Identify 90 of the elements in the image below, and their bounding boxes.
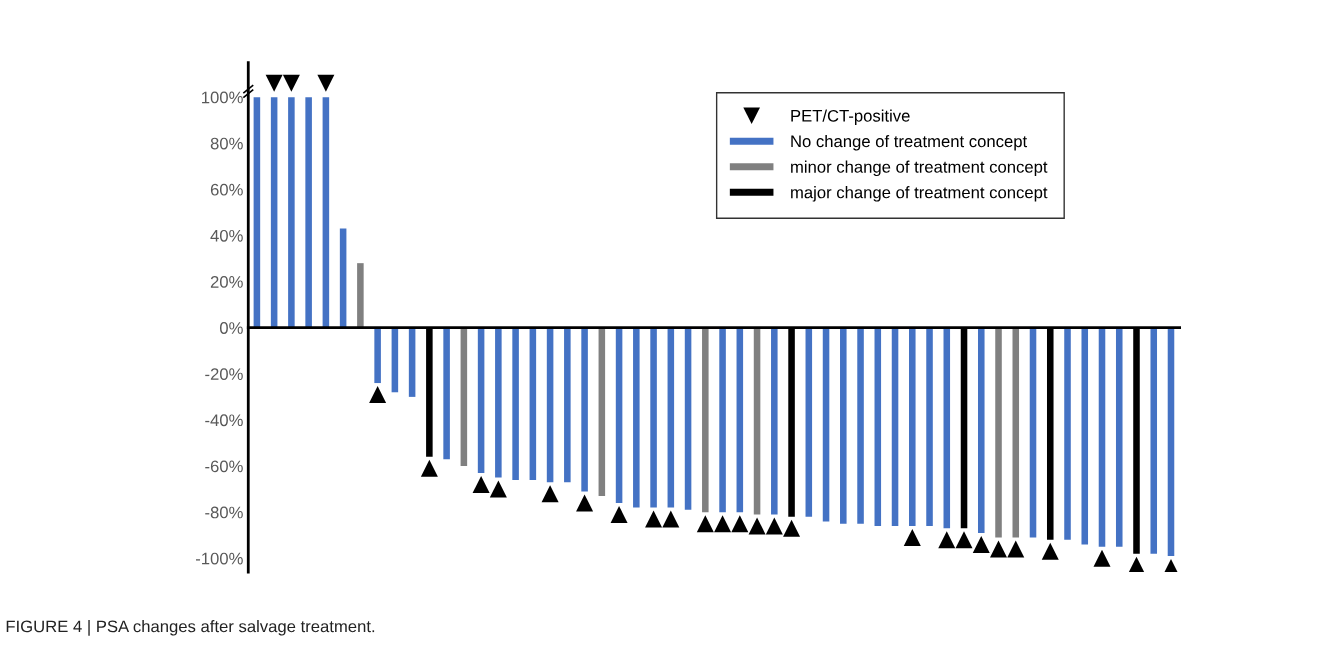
point [420, 459, 438, 477]
bar [1150, 327, 1158, 554]
bar [650, 327, 657, 508]
point [714, 515, 732, 533]
bar [1115, 327, 1123, 547]
legend-label: minor change of treatment concept [791, 160, 1048, 177]
legend-label: major change of treatment concept [791, 186, 1048, 202]
point [576, 494, 594, 512]
point [489, 480, 507, 498]
bar [667, 327, 675, 508]
bar [546, 327, 554, 483]
bar [926, 327, 933, 526]
bar [1167, 327, 1175, 556]
point [938, 531, 956, 549]
bar [477, 327, 485, 473]
y-tick-label: 40% [210, 229, 243, 242]
bar [891, 327, 899, 526]
bar [753, 327, 761, 515]
bar [460, 327, 468, 467]
point [610, 505, 628, 523]
point [1093, 549, 1111, 567]
bar [995, 327, 1002, 538]
y-tick-label: 20% [210, 276, 243, 288]
bar [1098, 327, 1106, 547]
bar [253, 97, 261, 328]
bar [771, 327, 778, 515]
y-tick-label: -60% [205, 460, 243, 473]
point [748, 517, 766, 535]
bar [736, 327, 744, 513]
y-tick-label: 100% [202, 91, 243, 104]
bar [909, 327, 916, 526]
point [783, 519, 801, 537]
bar [408, 327, 416, 397]
bar [288, 97, 295, 328]
point [765, 517, 783, 535]
bar [270, 97, 278, 328]
bar [598, 327, 606, 497]
caption: FIGURE 4 | PSA changes after salvage treatment. [6, 620, 375, 636]
y-tick-label: 60% [210, 183, 243, 196]
point [472, 475, 490, 494]
point [645, 510, 663, 528]
bar [684, 327, 692, 510]
bar [822, 327, 830, 522]
y-tick-label: 80% [210, 137, 243, 150]
bar [1064, 327, 1071, 540]
bar [339, 228, 347, 328]
bar [357, 263, 364, 328]
point [369, 386, 387, 404]
bar [840, 327, 847, 524]
bar [1081, 327, 1089, 545]
bar [322, 97, 330, 328]
point [731, 515, 749, 533]
bar [719, 327, 726, 513]
point [265, 74, 283, 92]
point [317, 74, 335, 92]
bar [581, 327, 588, 492]
point [955, 531, 973, 549]
bar [874, 327, 882, 526]
point [1041, 542, 1059, 560]
y-tick-label: -20% [205, 368, 243, 381]
bar [978, 327, 985, 533]
bar [805, 327, 813, 517]
bar [633, 327, 640, 508]
bar [495, 327, 502, 478]
bar [615, 327, 623, 503]
legend-label: PET/CT-positive [791, 109, 910, 126]
bar [305, 97, 312, 328]
point [541, 485, 559, 503]
legend-label: No change of treatment concept [791, 135, 1028, 151]
y-tick-label: -100% [195, 552, 243, 565]
bar [943, 327, 951, 529]
y-tick-label: -40% [205, 414, 243, 427]
y-tick-label: -80% [205, 506, 243, 519]
point [282, 74, 300, 92]
bar [702, 327, 709, 513]
bar [564, 327, 571, 483]
bar [529, 327, 537, 480]
point [696, 515, 714, 533]
point [990, 540, 1008, 558]
point [972, 535, 990, 553]
bar [1012, 327, 1020, 538]
point [662, 510, 680, 528]
bar [512, 327, 519, 480]
y-tick-label: 0% [219, 322, 243, 334]
point [903, 529, 921, 547]
bar [1029, 327, 1037, 538]
bar [857, 327, 864, 524]
point [1007, 540, 1025, 558]
bar [374, 327, 381, 384]
bar [443, 327, 450, 460]
